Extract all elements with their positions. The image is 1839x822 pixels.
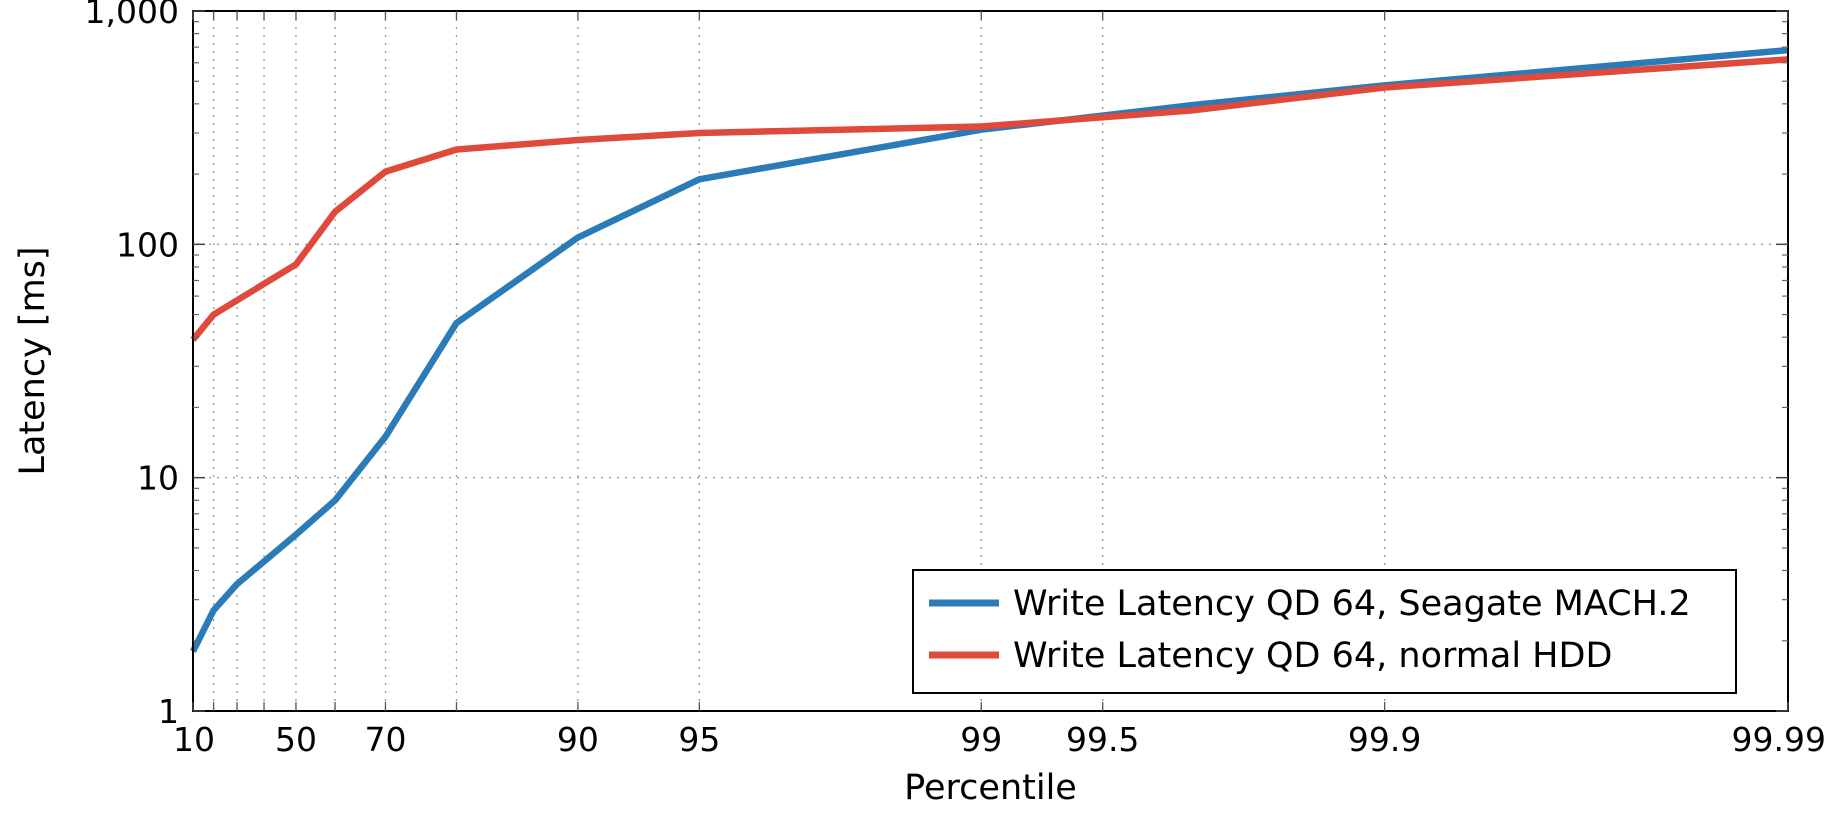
grid-lines — [193, 11, 1788, 711]
y-tick-label: 1 — [158, 692, 179, 731]
y-tick-label: 1,000 — [85, 0, 179, 31]
x-tick-label: 99.5 — [1066, 720, 1139, 759]
x-tick-label: 99.9 — [1348, 720, 1421, 759]
legend: Write Latency QD 64, Seagate MACH.2 Writ… — [912, 569, 1737, 694]
plot-frame — [192, 10, 1789, 712]
x-axis-title: Percentile — [904, 768, 1077, 808]
x-tick-label: 70 — [364, 720, 406, 759]
y-tick-label: 100 — [116, 225, 179, 264]
legend-label-normal-hdd: Write Latency QD 64, normal HDD — [1013, 636, 1612, 676]
axis-ticks — [192, 10, 1789, 712]
x-tick-label: 90 — [557, 720, 599, 759]
x-tick-label: 95 — [678, 720, 720, 759]
legend-box — [912, 569, 1737, 694]
x-tick-label: 99 — [960, 720, 1002, 759]
y-tick-label: 10 — [137, 459, 179, 498]
series-lines — [190, 46, 1789, 653]
series-line-normal-hdd — [190, 56, 1789, 342]
x-tick-label: 99.99 — [1732, 720, 1826, 759]
legend-label-seagate: Write Latency QD 64, Seagate MACH.2 — [1013, 584, 1691, 624]
series-line-seagate — [190, 46, 1789, 653]
y-axis-title: Latency [ms] — [13, 246, 53, 475]
x-tick-label: 10 — [173, 720, 215, 759]
x-tick-label: 50 — [275, 720, 317, 759]
